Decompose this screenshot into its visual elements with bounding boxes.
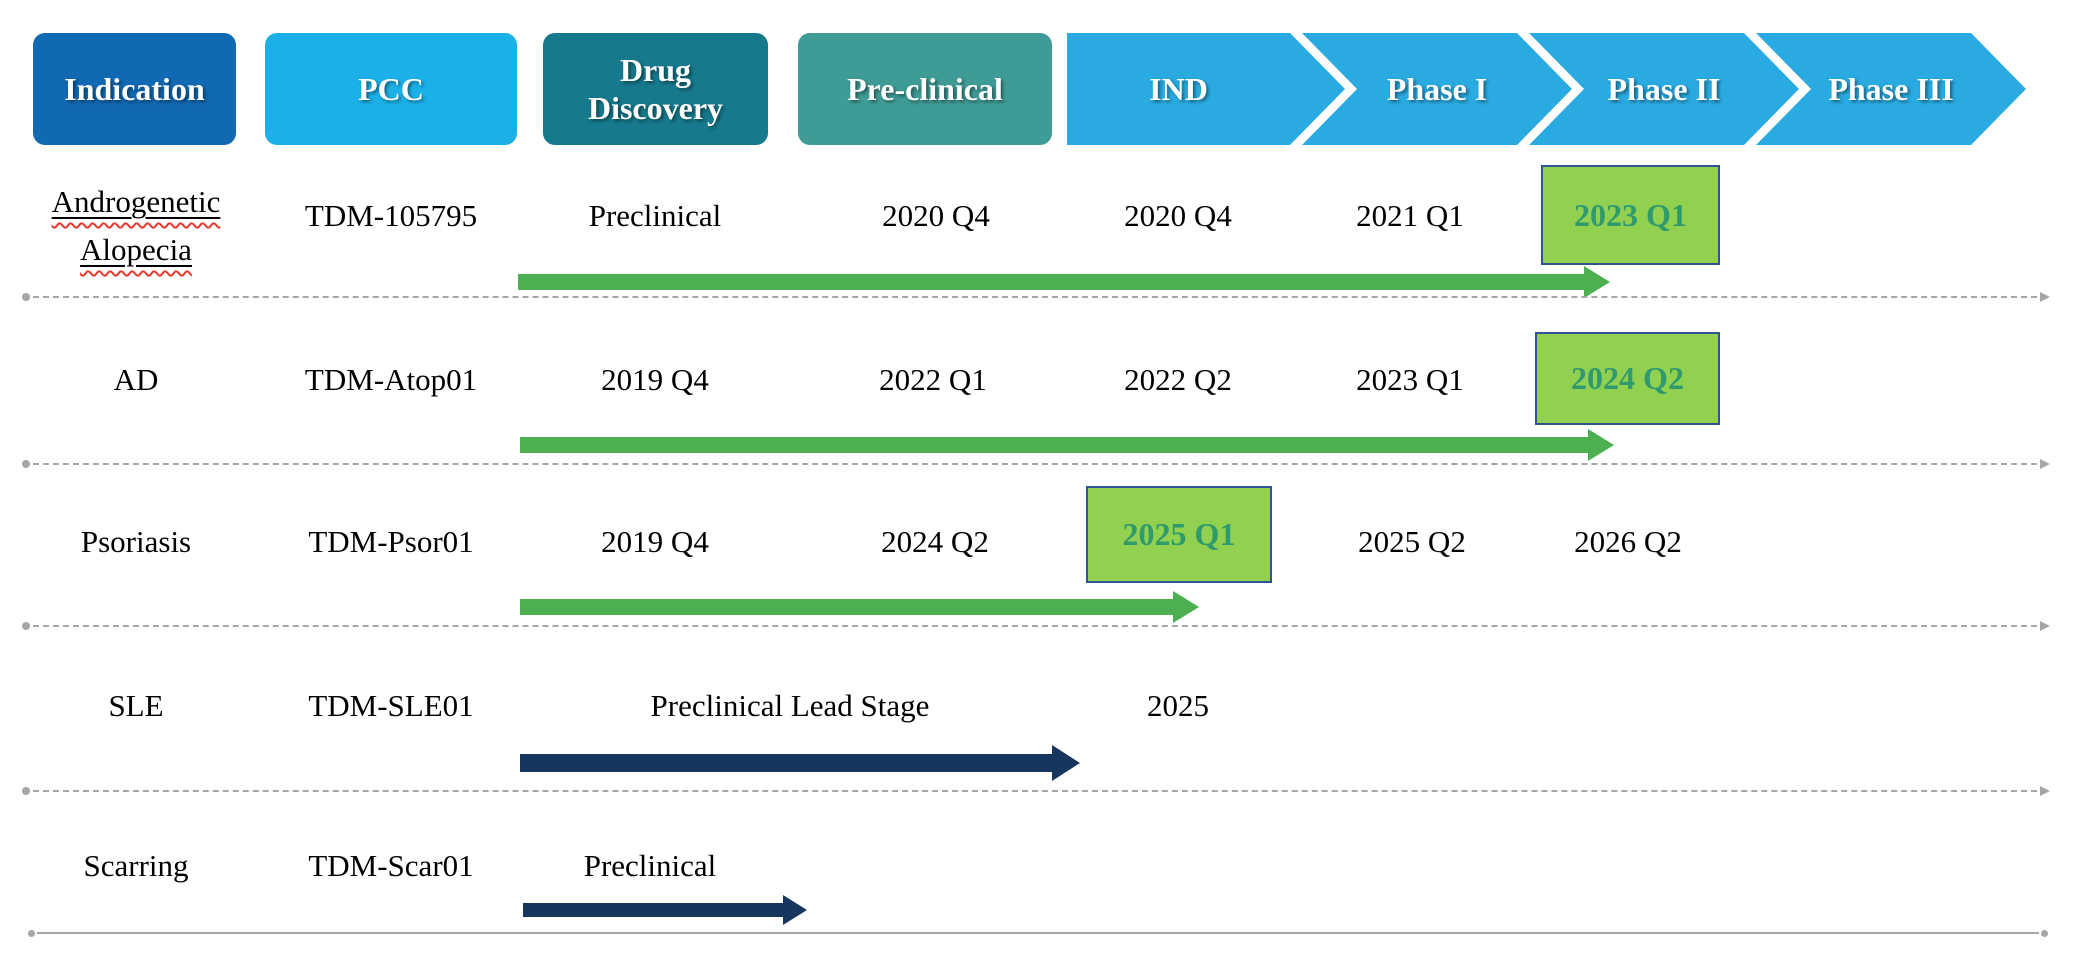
progress-arrow-bar	[520, 599, 1173, 615]
separator-arrow-icon	[2040, 786, 2050, 796]
stage-cell-drug-discovery: 2019 Q4	[601, 524, 709, 559]
milestone-box: 2025 Q1	[1086, 486, 1272, 583]
milestone-box: 2023 Q1	[1541, 165, 1720, 265]
row-indication-label: Psoriasis	[80, 524, 192, 559]
row-separator	[22, 459, 2050, 469]
stage-cell-drug-discovery: Preclinical	[588, 198, 722, 233]
pcc-code: TDM-Psor01	[308, 524, 474, 559]
stage-note-cell: Preclinical Lead Stage	[650, 688, 930, 723]
row-separator	[22, 786, 2050, 796]
progress-arrow-head-icon	[1584, 266, 1610, 298]
row-indication-label: Scarring	[83, 848, 189, 883]
stage-cell-phase-2: 2026 Q2	[1574, 524, 1682, 559]
progress-arrow	[520, 745, 1080, 781]
pcc-code: TDM-105795	[304, 198, 478, 233]
bottom-solid-line	[37, 932, 2039, 934]
stage-cell-pre-clinical: 2024 Q2	[881, 524, 989, 559]
stage-cell-ind: 2022 Q2	[1124, 362, 1232, 397]
separator-dot-icon	[22, 622, 30, 630]
progress-arrow	[520, 591, 1199, 623]
stage-cell-ind: 2025	[1147, 688, 1209, 723]
stage-cell-ind: 2020 Q4	[1124, 198, 1232, 233]
line-end-dot-icon	[28, 929, 35, 937]
separator-dashed-line	[33, 296, 2037, 298]
bottom-line	[28, 928, 2048, 938]
progress-arrow-bar	[520, 437, 1588, 453]
milestone-box: 2024 Q2	[1535, 332, 1720, 425]
separator-dot-icon	[22, 293, 30, 301]
progress-arrow-bar	[520, 754, 1052, 772]
separator-dashed-line	[33, 625, 2037, 627]
stage-cell-drug-discovery: Preclinical	[583, 848, 717, 883]
header-pcc: PCC	[265, 33, 517, 145]
stage-cell-pre-clinical: 2022 Q1	[879, 362, 987, 397]
header-pre-clinical: Pre-clinical	[798, 33, 1052, 145]
pcc-code: TDM-Scar01	[308, 848, 474, 883]
row-indication-label: Androgenetic Alopecia	[19, 178, 254, 274]
progress-arrow-bar	[523, 903, 783, 917]
line-end-dot-icon	[2041, 929, 2048, 937]
progress-arrow-bar	[518, 274, 1584, 290]
separator-arrow-icon	[2040, 292, 2050, 302]
separator-dashed-line	[33, 463, 2037, 465]
stage-cell-phase-1: 2023 Q1	[1356, 362, 1464, 397]
pcc-code: TDM-Atop01	[304, 362, 478, 397]
separator-dot-icon	[22, 460, 30, 468]
stage-cell-pre-clinical: 2020 Q4	[882, 198, 990, 233]
progress-arrow	[523, 895, 807, 925]
row-indication-text: Androgenetic Alopecia	[51, 184, 221, 268]
stage-cell-phase-1: 2025 Q2	[1358, 524, 1466, 559]
phase-chevron-ind: IND	[1067, 33, 1345, 145]
row-separator	[22, 621, 2050, 631]
row-indication-label: AD	[113, 362, 159, 397]
progress-arrow-head-icon	[783, 895, 807, 925]
separator-dashed-line	[33, 790, 2037, 792]
stage-cell-drug-discovery: 2019 Q4	[601, 362, 709, 397]
progress-arrow-head-icon	[1173, 591, 1199, 623]
progress-arrow-head-icon	[1052, 745, 1080, 781]
separator-arrow-icon	[2040, 459, 2050, 469]
row-separator	[22, 292, 2050, 302]
header-indication: Indication	[33, 33, 236, 145]
pcc-code: TDM-SLE01	[308, 688, 474, 723]
progress-arrow	[520, 429, 1614, 461]
separator-arrow-icon	[2040, 621, 2050, 631]
stage-cell-phase-1: 2021 Q1	[1356, 198, 1464, 233]
progress-arrow-head-icon	[1588, 429, 1614, 461]
progress-arrow	[518, 266, 1610, 298]
separator-dot-icon	[22, 787, 30, 795]
row-indication-label: SLE	[108, 688, 164, 723]
header-drug-discovery: Drug Discovery	[543, 33, 768, 145]
